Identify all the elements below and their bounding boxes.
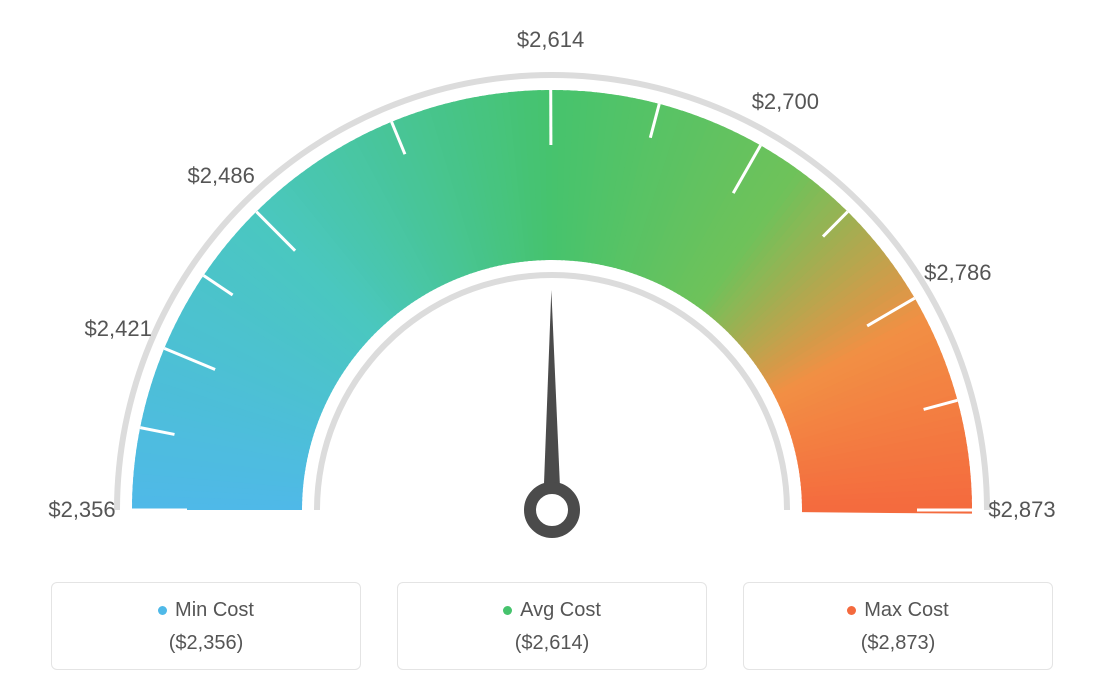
legend-title-text-max: Max Cost [864, 599, 948, 622]
legend-title-text-min: Min Cost [175, 599, 254, 622]
legend-dot-min [158, 606, 167, 615]
gauge-tick-label: $2,700 [752, 89, 819, 115]
legend-value-avg: ($2,614) [398, 632, 706, 655]
legend-dot-avg [503, 606, 512, 615]
gauge-tick-label: $2,356 [48, 497, 115, 523]
legend-title-text-avg: Avg Cost [520, 599, 601, 622]
gauge-tick-label: $2,614 [517, 27, 584, 53]
legend-row: Min Cost ($2,356) Avg Cost ($2,614) Max … [0, 582, 1104, 670]
gauge-tick-label: $2,786 [924, 260, 991, 286]
legend-value-min: ($2,356) [52, 632, 360, 655]
legend-card-max: Max Cost ($2,873) [743, 582, 1053, 670]
legend-card-min: Min Cost ($2,356) [51, 582, 361, 670]
legend-card-avg: Avg Cost ($2,614) [397, 582, 707, 670]
legend-value-max: ($2,873) [744, 632, 1052, 655]
gauge-tick-label: $2,486 [188, 163, 255, 189]
legend-title-avg: Avg Cost [398, 599, 706, 622]
legend-title-min: Min Cost [52, 599, 360, 622]
legend-title-max: Max Cost [744, 599, 1052, 622]
legend-dot-max [847, 606, 856, 615]
gauge-chart: $2,356 $2,421 $2,486 $2,614 $2,700 $2,786 $2,8… [0, 0, 1104, 560]
gauge-tick-label: $2,873 [988, 497, 1055, 523]
gauge-tick-label: $2,421 [85, 316, 152, 342]
